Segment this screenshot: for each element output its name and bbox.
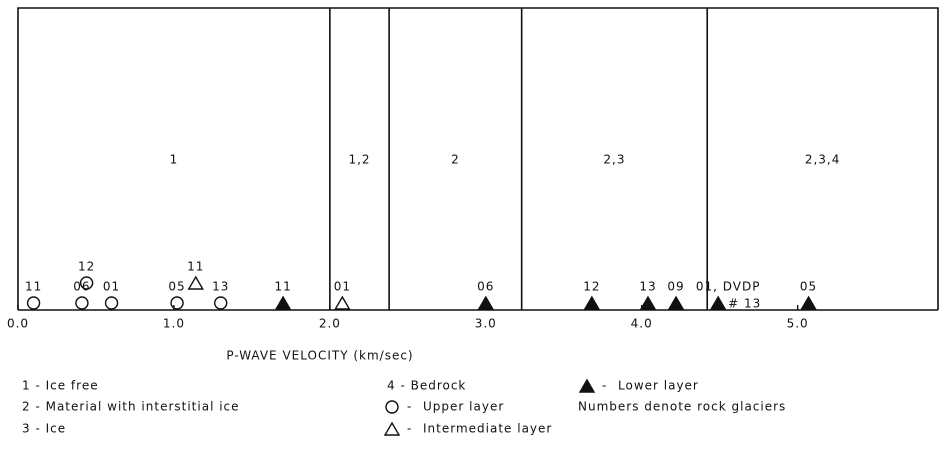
point-label: # 13 (728, 297, 761, 311)
legend-separator: - (407, 400, 412, 414)
region-label: 2 (451, 153, 460, 167)
point-label: 12 (78, 260, 95, 274)
legend-label: Lower layer (618, 379, 699, 393)
legend-note: Numbers denote rock glaciers (578, 400, 786, 414)
point-label: 06 (477, 280, 494, 294)
legend-zone: 4 - Bedrock (387, 379, 466, 393)
point-label: 13 (639, 280, 656, 294)
legend-marker (578, 378, 596, 393)
x-axis-title: P-WAVE VELOCITY (km/sec) (226, 349, 413, 363)
data-point (170, 296, 184, 310)
legend-marker (385, 400, 399, 414)
data-point (26, 296, 41, 310)
point-label: 13 (212, 280, 229, 294)
data-point (214, 296, 228, 310)
data-point (334, 295, 351, 310)
point-label: 01 (103, 280, 120, 294)
region-label: 1,2 (348, 153, 370, 167)
legend-zone: 2 - Material with interstitial ice (22, 400, 240, 414)
point-label: 01, DVDP (696, 280, 761, 294)
legend-label: Upper layer (423, 400, 504, 414)
x-tick-label: 3.0 (475, 317, 497, 331)
point-label: 09 (667, 280, 684, 294)
x-tick-label: 2.0 (319, 317, 341, 331)
x-tick-label: 1.0 (163, 317, 185, 331)
data-point (187, 275, 204, 290)
point-label: 01 (334, 280, 351, 294)
data-point (104, 296, 119, 310)
point-label: 12 (583, 280, 600, 294)
data-point (583, 295, 601, 310)
point-label: 05 (800, 280, 817, 294)
legend-marker (383, 421, 401, 436)
point-label: 11 (274, 280, 291, 294)
plot-frame (17, 7, 939, 310)
data-point (667, 295, 685, 310)
data-point (75, 296, 89, 310)
point-label: 11 (187, 260, 204, 274)
region-label: 1 (170, 153, 179, 167)
point-label: 11 (25, 280, 42, 294)
x-tick-label: 4.0 (631, 317, 653, 331)
legend-separator: - (602, 379, 607, 393)
data-point (274, 295, 292, 310)
data-point (477, 295, 495, 310)
data-point (639, 295, 657, 310)
x-tick-label: 5.0 (787, 317, 809, 331)
data-point (709, 295, 727, 310)
data-point (800, 295, 817, 310)
x-tick-label: 0.0 (7, 317, 29, 331)
region-label: 2,3 (603, 153, 625, 167)
legend-zone: 3 - Ice (22, 422, 66, 436)
point-label: 05 (168, 280, 185, 294)
legend-separator: - (407, 422, 412, 436)
data-point (79, 276, 94, 290)
legend-zone: 1 - Ice free (22, 379, 99, 393)
legend-label: Intermediate layer (423, 422, 552, 436)
region-label: 2,3,4 (805, 153, 841, 167)
